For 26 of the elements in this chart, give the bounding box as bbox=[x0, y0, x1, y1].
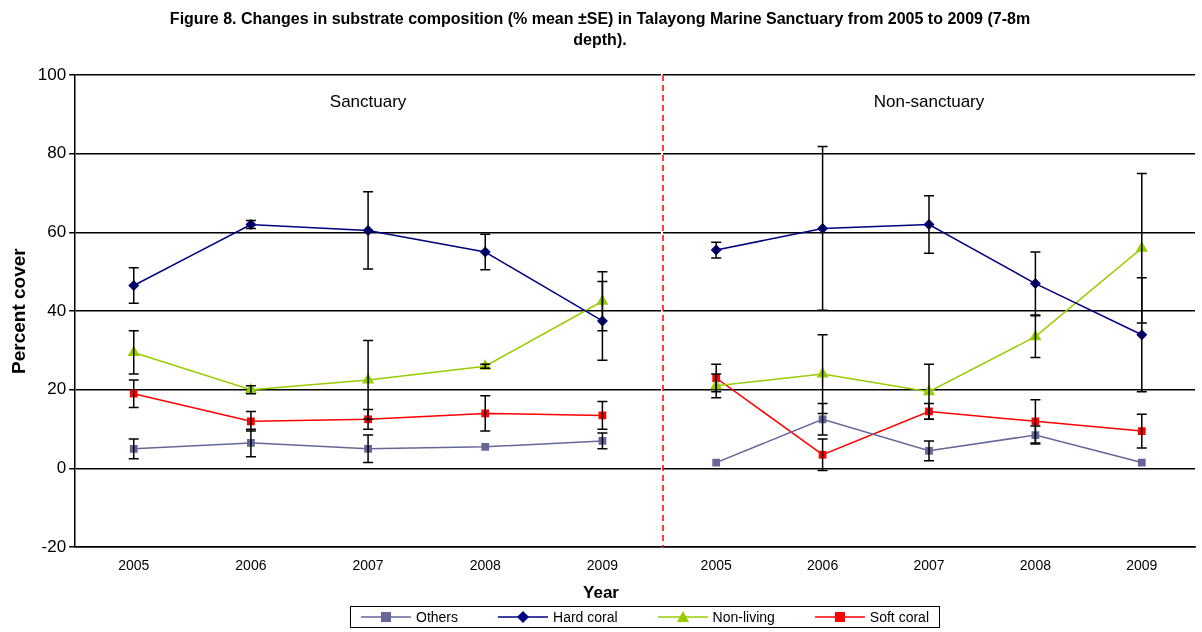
x-tick-label: 2008 bbox=[469, 557, 502, 574]
x-tick-label: 2009 bbox=[586, 557, 619, 574]
annotation: Sanctuary bbox=[329, 91, 407, 111]
legend-label: Soft coral bbox=[869, 609, 929, 625]
x-tick-label: 2006 bbox=[235, 557, 267, 574]
y-axis-title: Percent cover bbox=[7, 247, 29, 374]
y-tick-label: 60 bbox=[47, 222, 67, 242]
x-tick-label: 2005 bbox=[700, 557, 732, 574]
y-tick-label: 40 bbox=[47, 300, 67, 320]
y-tick-label: 100 bbox=[37, 64, 67, 84]
y-tick-label: 0 bbox=[56, 458, 67, 478]
x-tick-label: 2007 bbox=[913, 557, 945, 574]
chart-title: Figure 8. Changes in substrate composition (% mean ±SE) in Talayong Marine Sanctuary from 2005 to 2009 (7-8m depth). bbox=[168, 9, 1032, 50]
x-tick-label: 2005 bbox=[118, 557, 150, 574]
x-tick-label: 2008 bbox=[1019, 557, 1052, 574]
annotation: Non-sanctuary bbox=[873, 91, 985, 111]
y-tick-label: -20 bbox=[41, 536, 67, 556]
x-axis-title: Year bbox=[582, 583, 620, 603]
legend-label: Non-living bbox=[712, 609, 775, 625]
x-tick-label: 2006 bbox=[807, 557, 839, 574]
y-tick-label: 20 bbox=[47, 379, 67, 399]
x-tick-label: 2007 bbox=[352, 557, 384, 574]
y-tick-label: 80 bbox=[47, 143, 67, 163]
x-tick-label: 2009 bbox=[1126, 557, 1158, 574]
legend-label: Others bbox=[416, 609, 459, 625]
legend-label: Hard coral bbox=[553, 609, 618, 625]
